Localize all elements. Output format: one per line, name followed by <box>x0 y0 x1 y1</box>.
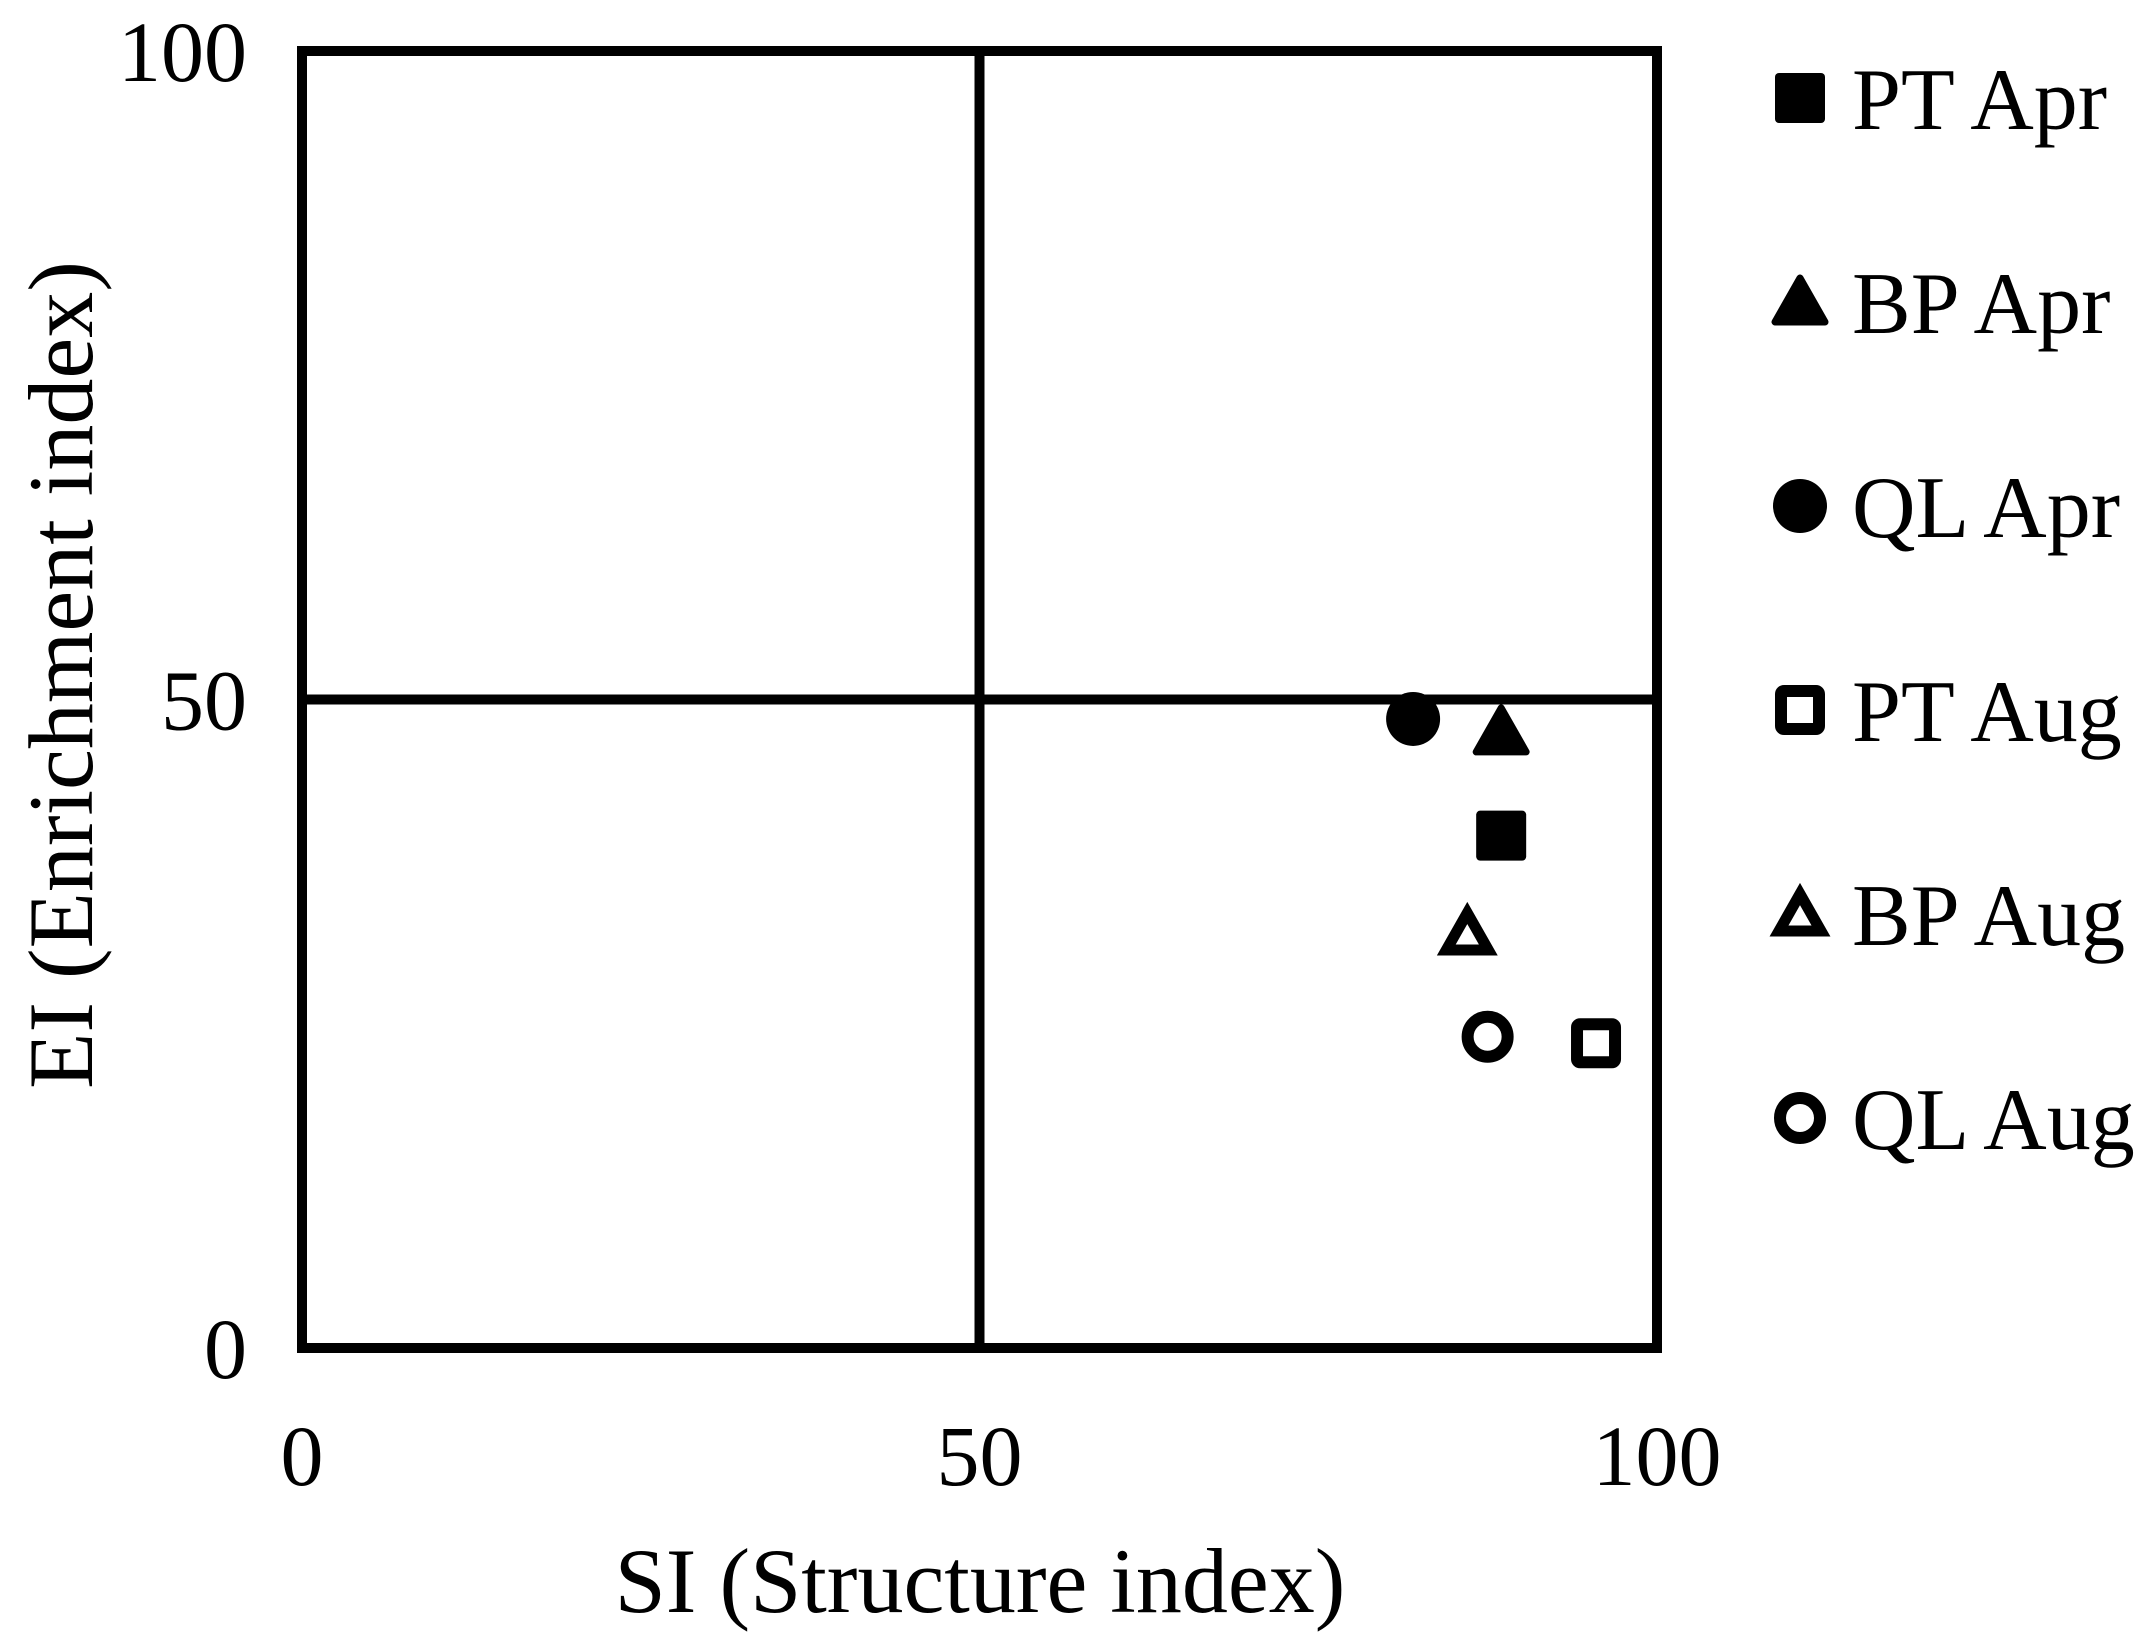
plot-frame-layer <box>297 46 1662 1353</box>
x-tick-label-0: 0 <box>281 1408 324 1504</box>
legend-marker-square-open-icon <box>1775 685 1825 735</box>
legend: PT Apr BP Apr QL Apr PT Aug BP Aug QL Aug <box>1769 52 2135 1169</box>
legend-label: QL Aug <box>1852 1072 2135 1169</box>
legend-item-bp-apr: BP Apr <box>1771 256 2110 353</box>
legend-marker-circle-filled-icon <box>1773 479 1827 533</box>
legend-item-pt-aug: PT Aug <box>1775 664 2122 761</box>
point-ql-aug <box>1461 1010 1514 1063</box>
legend-item-pt-apr: PT Apr <box>1775 52 2107 149</box>
y-tick-label-50: 50 <box>161 653 247 749</box>
legend-marker-triangle-open-icon <box>1769 882 1831 937</box>
y-tick-label-100: 100 <box>118 4 247 100</box>
tick-labels-layer: 0 50 100 0 50 100 <box>118 4 1722 1504</box>
legend-label: BP Aug <box>1852 868 2125 965</box>
legend-item-bp-aug: BP Aug <box>1769 868 2125 965</box>
point-bp-apr <box>1472 704 1530 756</box>
y-axis-title: EI (Enrichment index) <box>10 261 112 1089</box>
legend-label: PT Apr <box>1852 52 2107 149</box>
legend-marker-circle-open-icon <box>1774 1092 1826 1144</box>
legend-item-ql-aug: QL Aug <box>1774 1072 2135 1169</box>
point-pt-apr <box>1476 810 1527 861</box>
x-tick-label-50: 50 <box>937 1408 1023 1504</box>
legend-item-ql-apr: QL Apr <box>1773 460 2120 557</box>
point-ql-apr <box>1386 691 1441 746</box>
data-points-layer <box>1386 691 1622 1069</box>
legend-label: BP Apr <box>1852 256 2110 353</box>
y-tick-label-0: 0 <box>204 1301 247 1397</box>
legend-label: PT Aug <box>1852 664 2122 761</box>
x-axis-title: SI (Structure index) <box>615 1530 1346 1632</box>
legend-marker-triangle-filled-icon <box>1771 274 1829 326</box>
point-bp-aug <box>1436 901 1498 956</box>
point-pt-aug <box>1571 1018 1622 1069</box>
legend-marker-square-filled-icon <box>1775 73 1825 123</box>
x-tick-label-100: 100 <box>1593 1408 1722 1504</box>
legend-label: QL Apr <box>1852 460 2120 557</box>
